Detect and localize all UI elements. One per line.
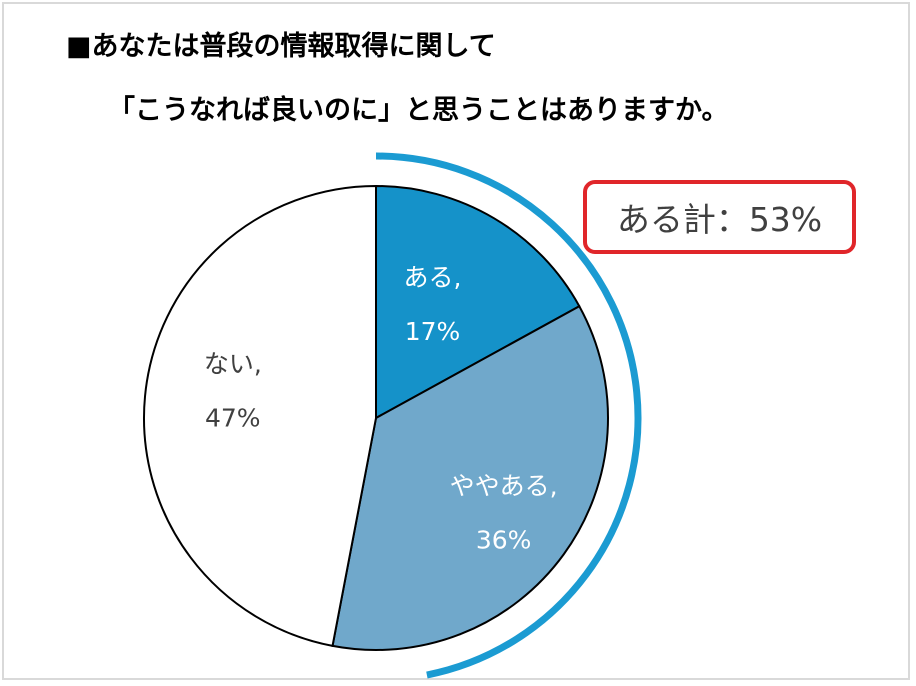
data-label-value: 17% bbox=[405, 317, 461, 346]
total-callout: ある計：53% bbox=[583, 180, 856, 254]
data-label-value: 36% bbox=[476, 526, 532, 555]
slice-nai bbox=[143, 184, 377, 648]
slice-yaya-aru bbox=[331, 304, 609, 651]
data-label-value: 47% bbox=[205, 403, 261, 432]
chart-title-line1: ■あなたは普段の情報取得に関して bbox=[66, 31, 496, 62]
pie-labels: ある, 17% ややある, 36% ない, 47% bbox=[204, 263, 558, 555]
data-label-name: ややある, bbox=[450, 472, 558, 501]
chart-title-line2: 「こうなれば良いのに」と思うことはありますか。 bbox=[108, 95, 729, 126]
callout-text: ある計：53% bbox=[616, 200, 823, 239]
chart-frame bbox=[2, 2, 910, 680]
highlight-arc bbox=[375, 152, 642, 679]
data-label-name: ある, bbox=[404, 263, 462, 292]
pie-slices bbox=[143, 184, 609, 651]
data-label-name: ない, bbox=[204, 349, 262, 378]
slice-aru bbox=[375, 184, 581, 420]
